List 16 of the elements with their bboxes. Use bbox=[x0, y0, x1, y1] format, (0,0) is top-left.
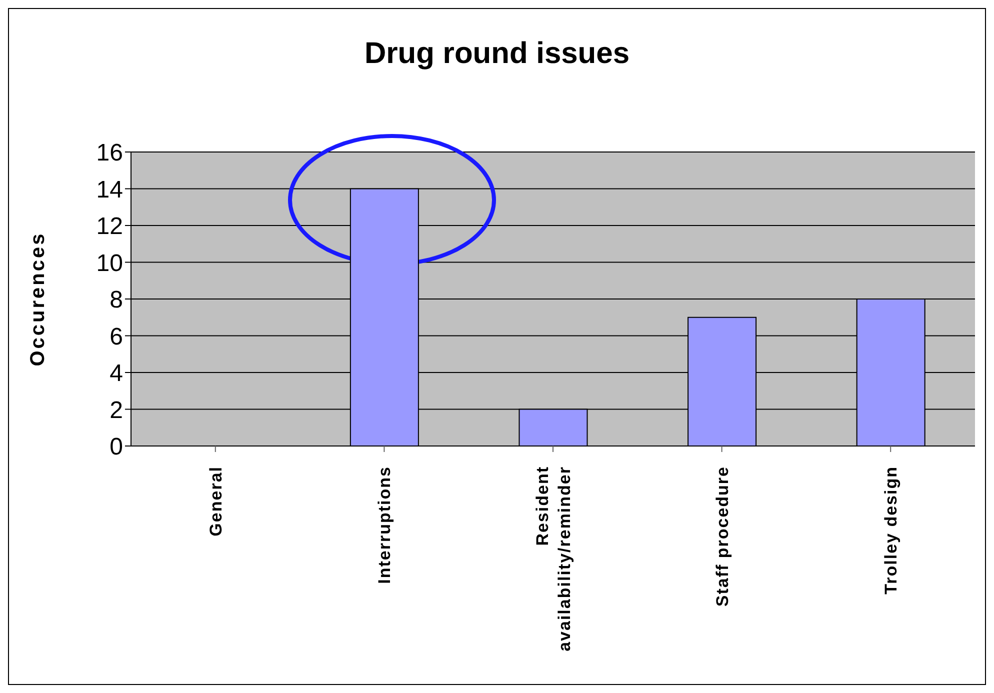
y-tick-label: 10 bbox=[96, 250, 123, 277]
x-tick-label: Trolley design bbox=[882, 466, 901, 594]
x-tick-label: Resident availability/reminder bbox=[533, 466, 574, 652]
y-tick-label: 14 bbox=[96, 176, 123, 204]
chart-title: Drug round issues bbox=[363, 37, 631, 71]
y-tick-label: 6 bbox=[110, 323, 123, 350]
x-tick-label: Staff procedure bbox=[712, 466, 732, 607]
x-tick-label: Interruptions bbox=[375, 466, 394, 584]
y-tick-label: 12 bbox=[96, 213, 123, 240]
x-tick-label: General bbox=[206, 466, 226, 536]
y-tick-label: 4 bbox=[110, 360, 123, 388]
y-tick-label: 8 bbox=[110, 286, 123, 314]
y-axis-title: Occurences bbox=[27, 232, 50, 366]
y-tick-label: 2 bbox=[110, 396, 123, 424]
y-tick-label: 16 bbox=[96, 140, 123, 167]
y-tick-label: 0 bbox=[110, 434, 123, 461]
